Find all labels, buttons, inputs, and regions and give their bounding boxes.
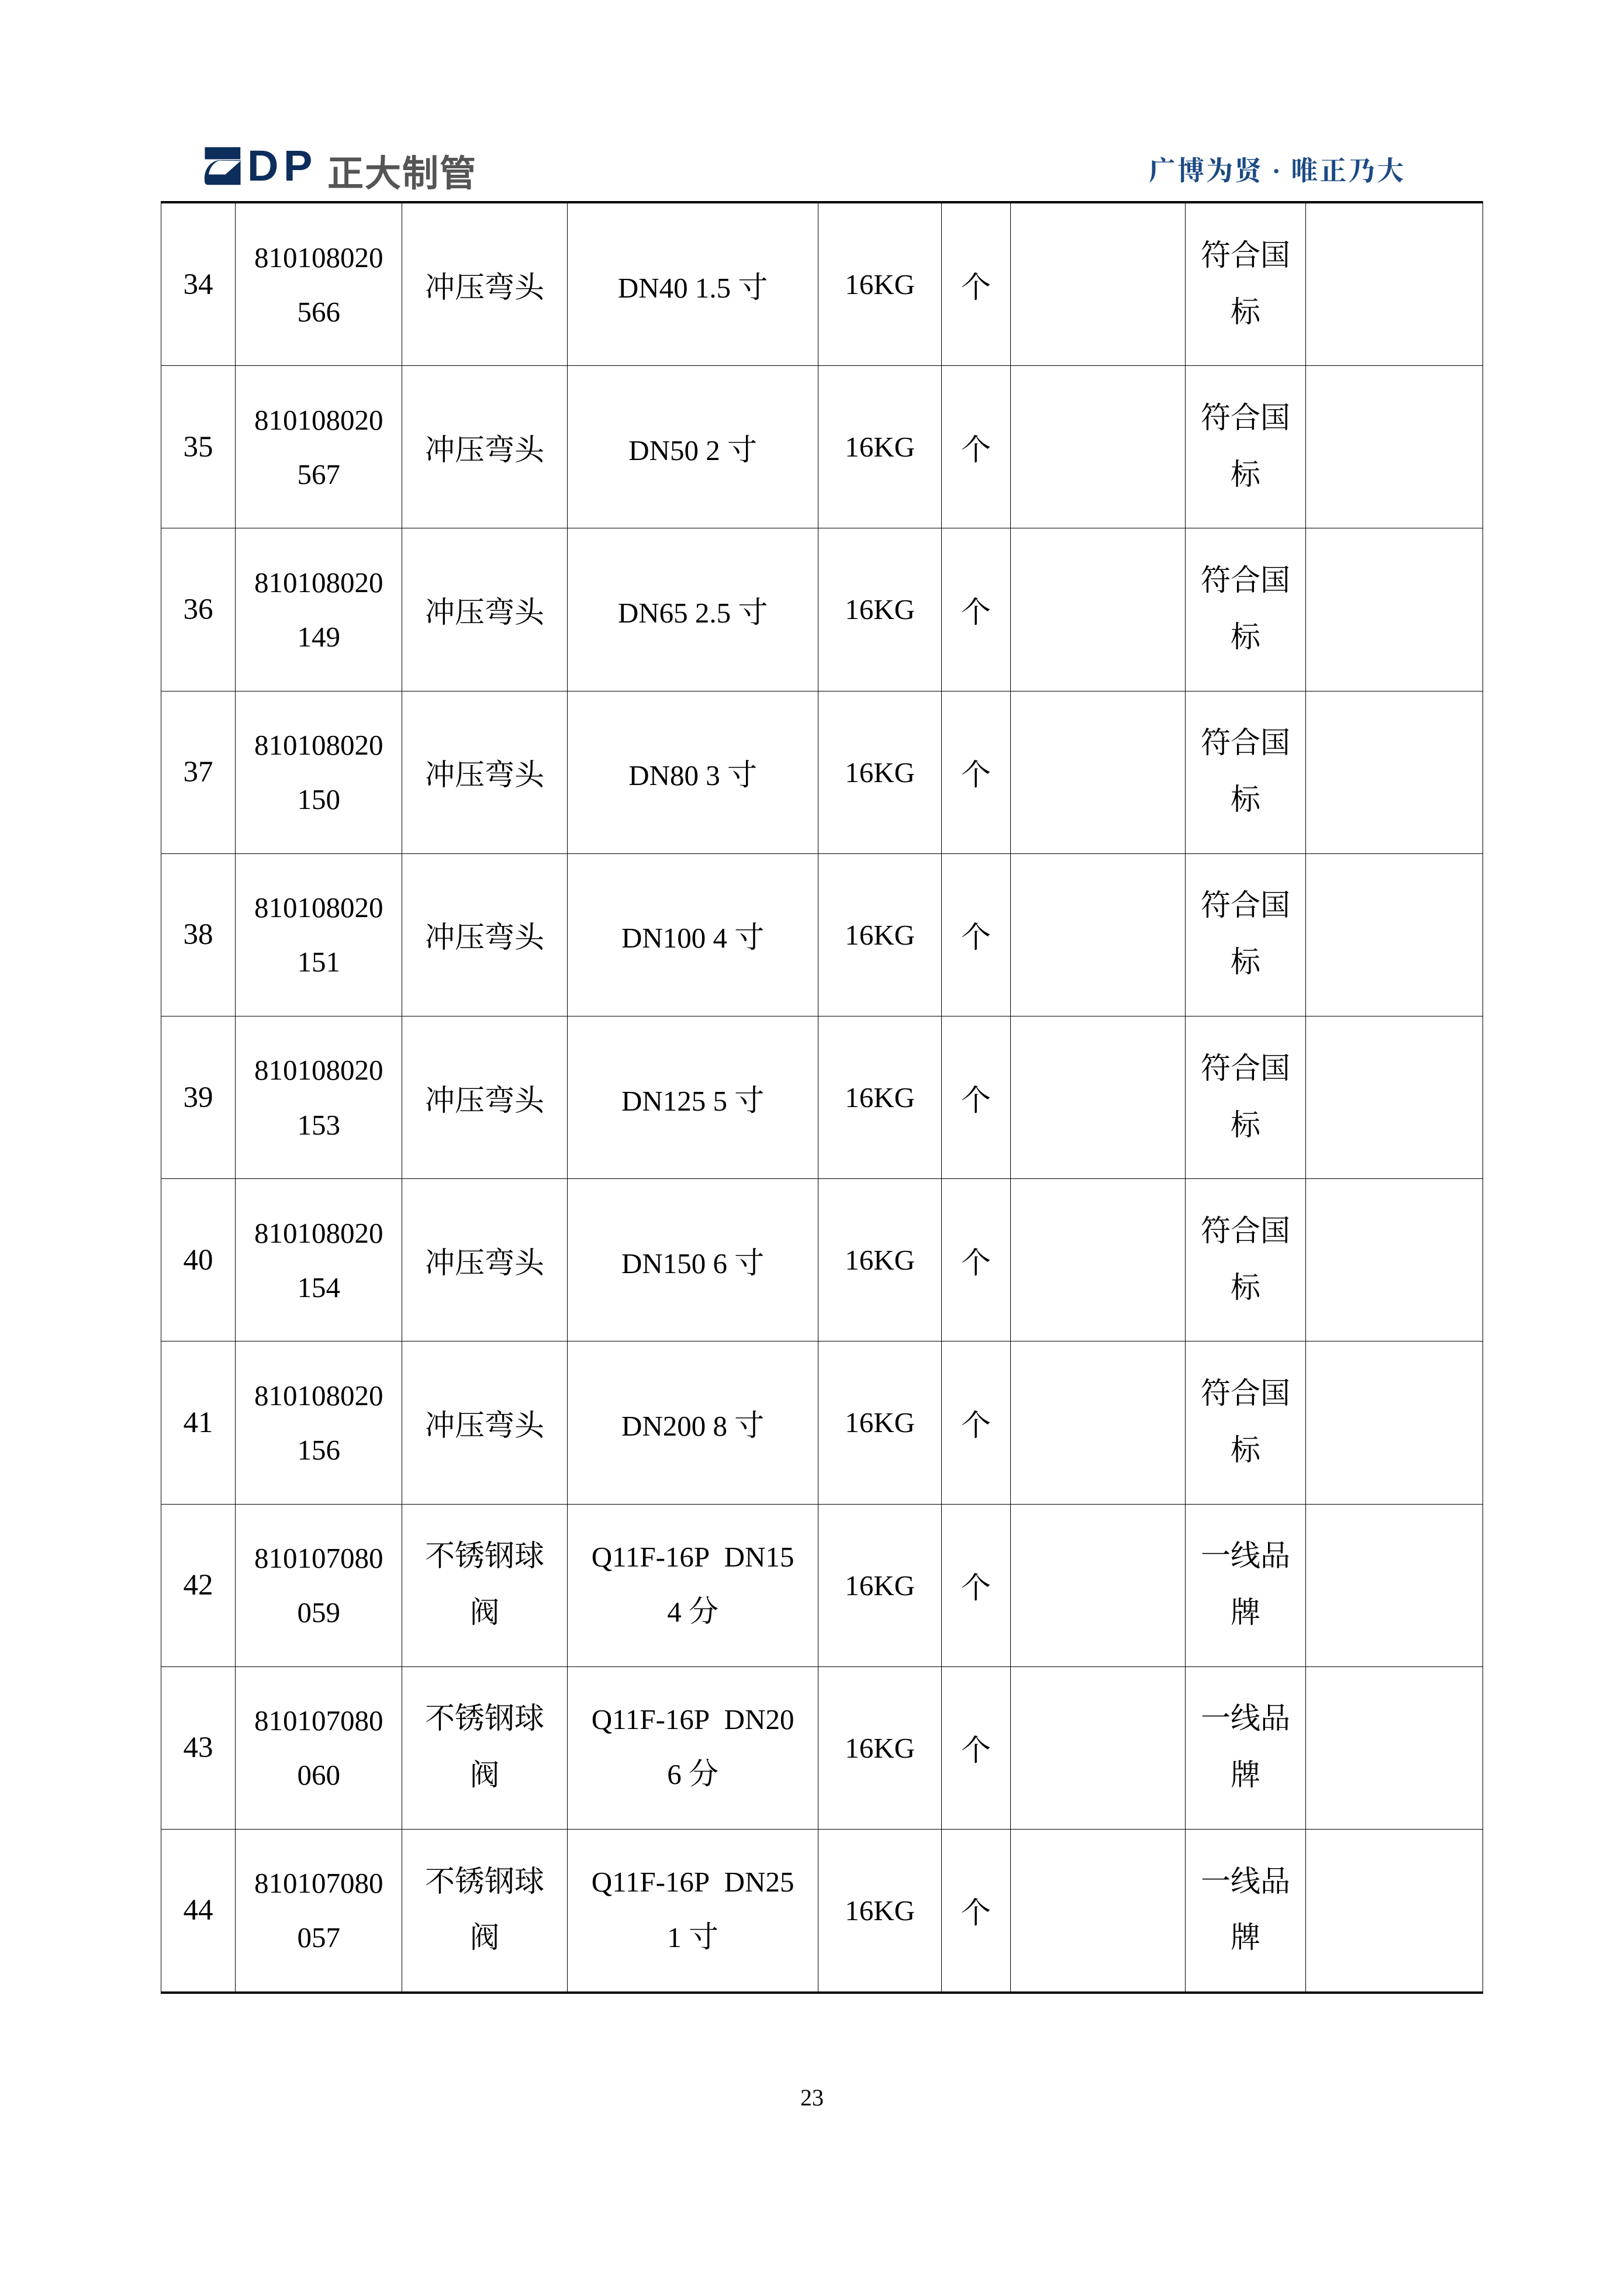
svg-text:P: P [284, 143, 312, 190]
svg-text:D: D [247, 143, 278, 190]
